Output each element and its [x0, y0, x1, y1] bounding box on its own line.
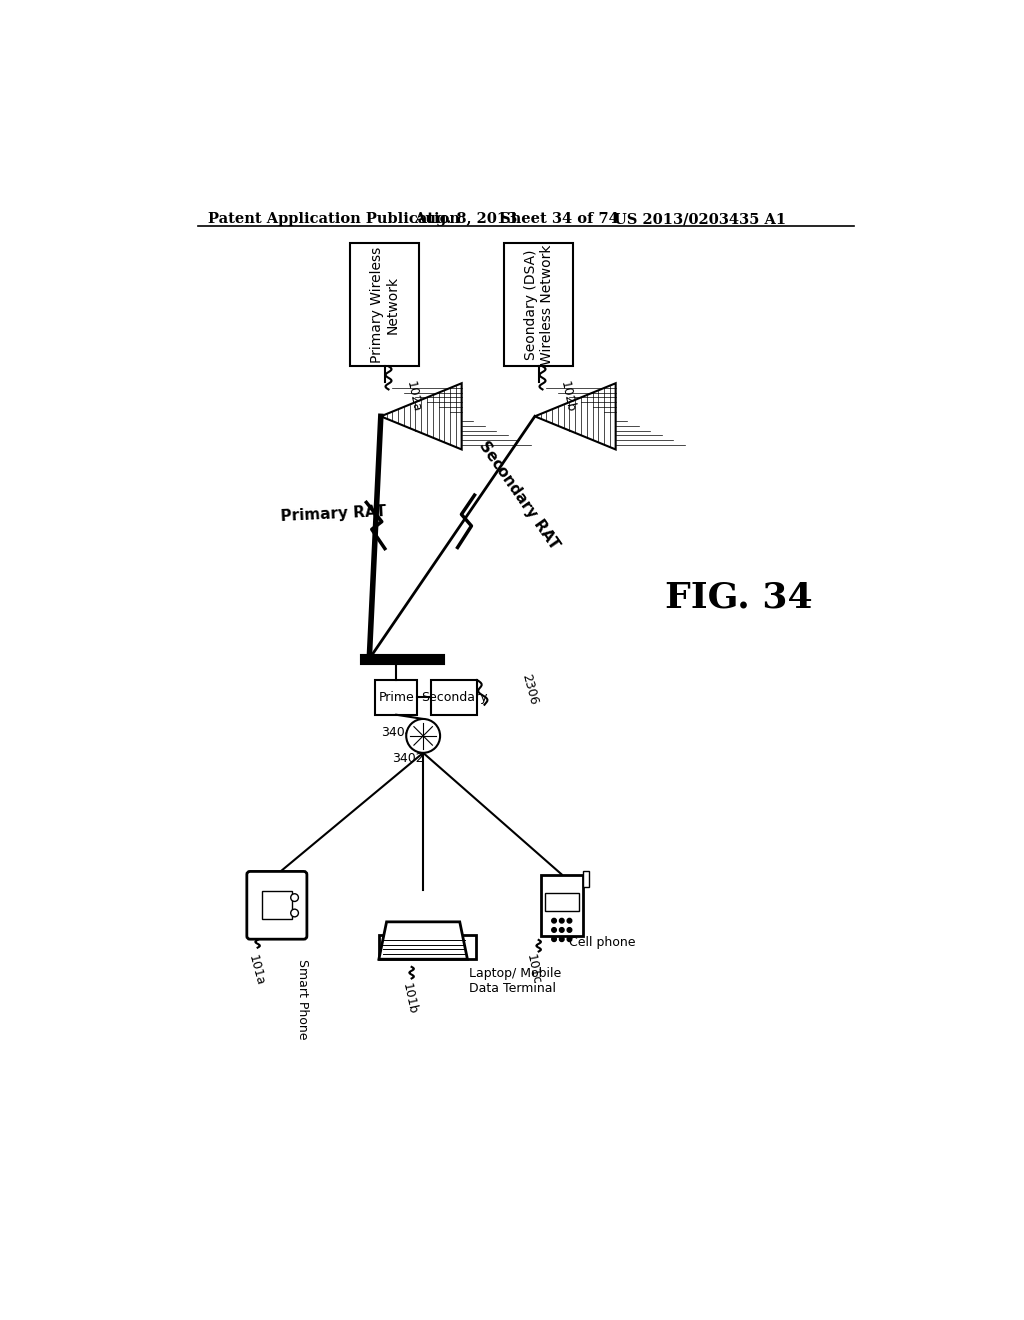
Text: 101c: 101c	[523, 953, 543, 986]
Text: 2306: 2306	[519, 672, 540, 706]
Polygon shape	[379, 921, 467, 960]
Text: Secondary: Secondary	[421, 690, 487, 704]
Text: Prime: Prime	[378, 690, 414, 704]
Circle shape	[559, 937, 564, 941]
Text: Seondary (DSA)
Wireless Network: Seondary (DSA) Wireless Network	[523, 244, 554, 364]
Text: 101a: 101a	[246, 953, 267, 987]
Text: 3402: 3402	[392, 752, 424, 766]
Polygon shape	[535, 383, 615, 449]
Circle shape	[552, 937, 556, 941]
Circle shape	[291, 894, 298, 902]
Text: Laptop/ Mobile
Data Terminal: Laptop/ Mobile Data Terminal	[469, 966, 561, 995]
Text: Primary RAT: Primary RAT	[281, 504, 386, 524]
Text: FIG. 34: FIG. 34	[665, 581, 813, 614]
Text: Aug. 8, 2013: Aug. 8, 2013	[414, 213, 517, 226]
Circle shape	[567, 919, 571, 923]
Circle shape	[567, 937, 571, 941]
Text: Primary Wireless
Network: Primary Wireless Network	[370, 247, 399, 363]
FancyBboxPatch shape	[541, 875, 583, 936]
FancyBboxPatch shape	[375, 680, 418, 714]
Polygon shape	[381, 383, 462, 449]
Text: 101b: 101b	[400, 982, 420, 1016]
Text: 102a: 102a	[403, 380, 423, 413]
Circle shape	[291, 909, 298, 917]
Circle shape	[552, 919, 556, 923]
FancyBboxPatch shape	[379, 935, 476, 960]
Text: US 2013/0203435 A1: US 2013/0203435 A1	[614, 213, 786, 226]
FancyBboxPatch shape	[247, 871, 307, 940]
Circle shape	[567, 928, 571, 932]
Text: Smart Phone: Smart Phone	[296, 960, 309, 1040]
Circle shape	[552, 928, 556, 932]
Text: 3404: 3404	[381, 726, 413, 739]
FancyBboxPatch shape	[583, 871, 589, 887]
FancyBboxPatch shape	[545, 892, 579, 911]
FancyBboxPatch shape	[262, 891, 292, 919]
Text: 102b: 102b	[558, 380, 578, 413]
Circle shape	[559, 919, 564, 923]
Circle shape	[407, 719, 440, 752]
Circle shape	[559, 928, 564, 932]
FancyBboxPatch shape	[431, 680, 477, 714]
FancyBboxPatch shape	[504, 243, 573, 367]
FancyBboxPatch shape	[350, 243, 419, 367]
Text: Secondary RAT: Secondary RAT	[476, 438, 562, 552]
Text: Cell phone: Cell phone	[569, 936, 636, 949]
Text: Patent Application Publication: Patent Application Publication	[208, 213, 460, 226]
Text: Sheet 34 of 74: Sheet 34 of 74	[500, 213, 618, 226]
